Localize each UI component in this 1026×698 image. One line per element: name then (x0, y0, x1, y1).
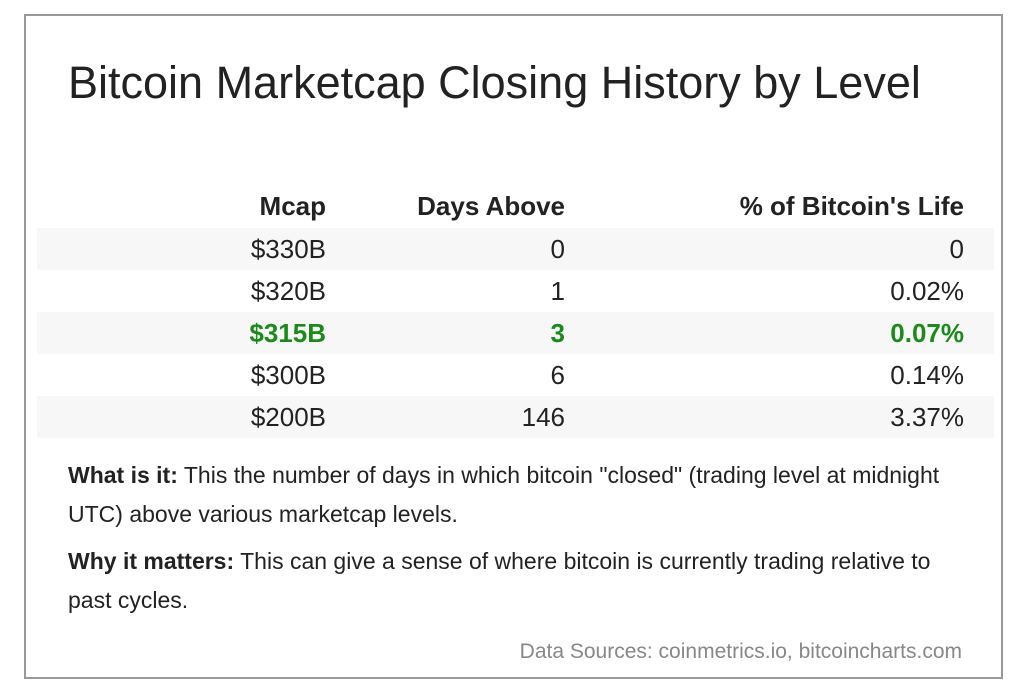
why-it-matters-label: Why it matters: (68, 548, 235, 574)
days-above-cell: 6 (550, 360, 565, 390)
page-title: Bitcoin Marketcap Closing History by Lev… (68, 57, 921, 108)
header-days-above: Days Above (417, 191, 565, 221)
days-above-cell: 1 (550, 276, 565, 306)
mcap-cell: $200B (250, 402, 326, 432)
table-row: $300B 6 0.14% (37, 354, 994, 396)
percent-life-cell: 0 (949, 234, 964, 264)
header-percent-life: % of Bitcoin's Life (739, 191, 964, 221)
card: Bitcoin Marketcap Closing History by Lev… (24, 14, 1003, 679)
table-row: $330B 0 0 (37, 228, 994, 270)
what-is-it-label: What is it: (68, 462, 178, 488)
mcap-cell: $315B (249, 318, 326, 348)
mcap-cell: $300B (250, 360, 326, 390)
data-sources: Data Sources: coinmetrics.io, bitcoincha… (519, 640, 962, 663)
days-above-cell: 146 (521, 402, 565, 432)
table-header-row: Mcap Days Above % of Bitcoin's Life (37, 184, 994, 228)
data-table: Mcap Days Above % of Bitcoin's Life $330… (37, 184, 994, 438)
days-above-cell: 0 (550, 234, 565, 264)
why-it-matters-text: This can give a sense of where bitcoin i… (68, 548, 931, 613)
why-it-matters-paragraph: Why it matters: This can give a sense of… (68, 542, 968, 620)
mcap-cell: $330B (250, 234, 326, 264)
days-above-cell: 3 (550, 318, 565, 348)
what-is-it-paragraph: What is it: This the number of days in w… (68, 456, 968, 534)
mcap-cell: $320B (250, 276, 326, 306)
table-row: $200B 146 3.37% (37, 396, 994, 438)
percent-life-cell: 0.14% (890, 360, 964, 390)
percent-life-cell: 0.07% (890, 318, 964, 348)
header-mcap: Mcap (259, 191, 326, 221)
table-row-highlighted: $315B 3 0.07% (37, 312, 994, 354)
table-row: $320B 1 0.02% (37, 270, 994, 312)
what-is-it-text: This the number of days in which bitcoin… (68, 462, 940, 527)
percent-life-cell: 0.02% (890, 276, 964, 306)
percent-life-cell: 3.37% (890, 402, 964, 432)
